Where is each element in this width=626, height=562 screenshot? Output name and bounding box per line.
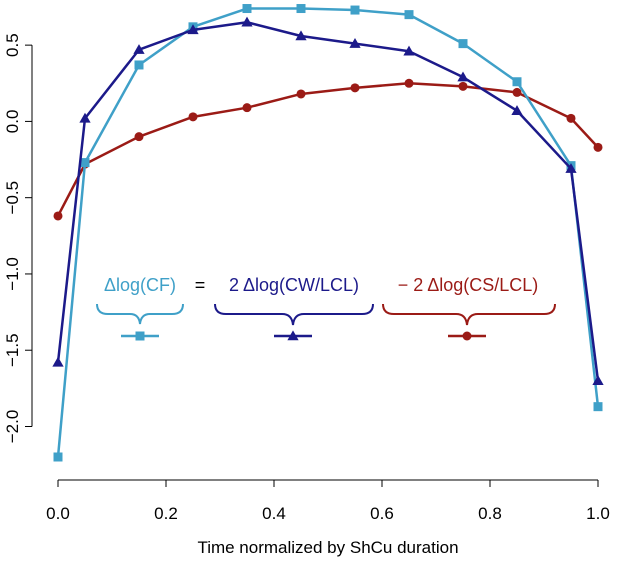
data-point — [134, 132, 144, 142]
x-tick-label: 0.2 — [154, 504, 178, 523]
legend-label-cs: − 2 Δlog(CS/LCL) — [398, 275, 539, 295]
series-line — [56, 21, 600, 381]
series-triangle — [52, 16, 604, 385]
y-tick-label: 0.5 — [3, 33, 22, 57]
y-axis: −2.0 −1.5 −1.0 −0.5 0.0 0.5 — [3, 33, 33, 444]
data-point — [593, 142, 603, 152]
legend-keys — [121, 330, 486, 341]
y-tick-label: −2.0 — [3, 410, 22, 444]
data-point — [79, 112, 91, 123]
legend-brace-cf — [96, 303, 184, 325]
data-point — [404, 78, 414, 88]
x-tick-label: 0.0 — [46, 504, 70, 523]
legend-brace-cs — [382, 303, 556, 326]
legend: Δlog(CF) = 2 Δlog(CW/LCL) − 2 Δlog(CS/LC… — [96, 275, 556, 341]
data-point — [566, 113, 576, 123]
data-point — [457, 71, 469, 82]
data-point — [511, 105, 523, 115]
x-tick-label: 0.6 — [370, 504, 394, 523]
x-axis-title: Time normalized by ShCu duration — [197, 538, 458, 557]
data-point — [187, 24, 199, 35]
series-square — [53, 4, 603, 462]
y-tick-label: −1.5 — [3, 333, 22, 367]
data-point — [512, 87, 522, 97]
data-point — [512, 77, 522, 87]
x-tick-label: 0.8 — [478, 504, 502, 523]
data-point — [80, 158, 90, 168]
legend-key-marker — [462, 331, 472, 341]
data-point — [565, 163, 577, 173]
data-point — [593, 402, 603, 412]
legend-label-cw: 2 Δlog(CW/LCL) — [229, 275, 359, 295]
x-tick-label: 1.0 — [586, 504, 610, 523]
data-point — [295, 30, 307, 41]
data-point — [458, 39, 468, 49]
y-tick-label: 0.0 — [3, 110, 22, 134]
data-point — [188, 112, 198, 122]
data-point — [53, 211, 63, 221]
data-point — [296, 4, 306, 14]
legend-brace-cw — [214, 303, 374, 326]
x-axis: 0.0 0.2 0.4 0.6 0.8 1.0 Time normalized by ShC… — [46, 479, 610, 557]
data-point — [242, 103, 252, 113]
data-point — [458, 81, 468, 91]
legend-label-cf: Δlog(CF) — [104, 275, 176, 295]
data-point — [403, 45, 415, 56]
data-point — [242, 4, 252, 14]
data-point — [296, 89, 306, 99]
series-layer — [52, 4, 604, 462]
legend-key-marker — [287, 330, 299, 341]
y-tick-label: −0.5 — [3, 181, 22, 215]
data-point — [592, 375, 604, 385]
data-point — [53, 452, 63, 462]
data-point — [404, 10, 414, 20]
data-point — [133, 44, 145, 54]
series-line — [56, 7, 600, 458]
data-point — [241, 16, 253, 27]
series-circle — [53, 78, 603, 221]
data-point — [52, 356, 64, 367]
legend-key-marker — [135, 331, 145, 341]
data-point — [134, 60, 144, 70]
legend-equals: = — [195, 275, 206, 295]
data-point — [350, 5, 360, 15]
series-line — [56, 82, 599, 217]
y-tick-label: −1.0 — [3, 257, 22, 291]
x-tick-label: 0.4 — [262, 504, 286, 523]
data-point — [349, 37, 361, 48]
data-point — [350, 83, 360, 93]
